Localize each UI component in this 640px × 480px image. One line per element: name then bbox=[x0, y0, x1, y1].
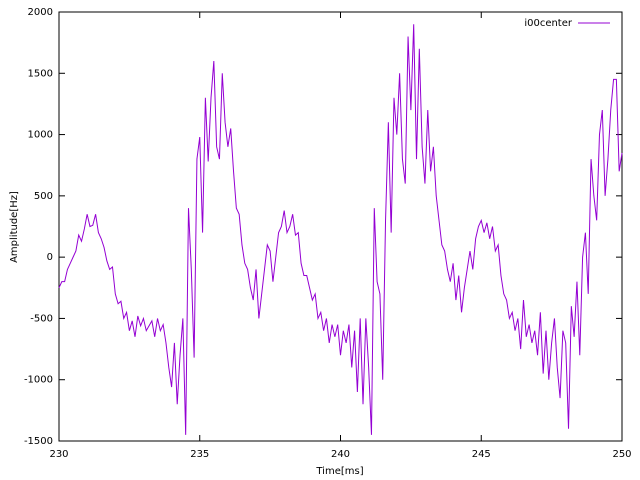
x-tick-label: 250 bbox=[612, 449, 631, 460]
y-axis-label: Amplitude[Hz] bbox=[9, 191, 20, 263]
legend-label: i00center bbox=[524, 18, 573, 29]
y-tick-label: 0 bbox=[47, 252, 53, 263]
x-axis-label: Time[ms] bbox=[315, 466, 363, 477]
y-tick-label: -1500 bbox=[24, 436, 53, 447]
plot-frame bbox=[58, 11, 623, 442]
y-tick-label: 1000 bbox=[28, 130, 53, 141]
y-tick-label: 1500 bbox=[28, 68, 53, 79]
x-tick-label: 235 bbox=[190, 449, 209, 460]
series-line bbox=[58, 24, 623, 435]
x-tick-label: 230 bbox=[49, 449, 68, 460]
y-tick-label: -1000 bbox=[24, 375, 53, 386]
x-tick-label: 245 bbox=[472, 449, 491, 460]
y-tick-label: 2000 bbox=[28, 7, 53, 18]
y-tick-label: -500 bbox=[30, 313, 53, 324]
x-tick-label: 240 bbox=[331, 449, 350, 460]
y-tick-label: 500 bbox=[34, 191, 53, 202]
